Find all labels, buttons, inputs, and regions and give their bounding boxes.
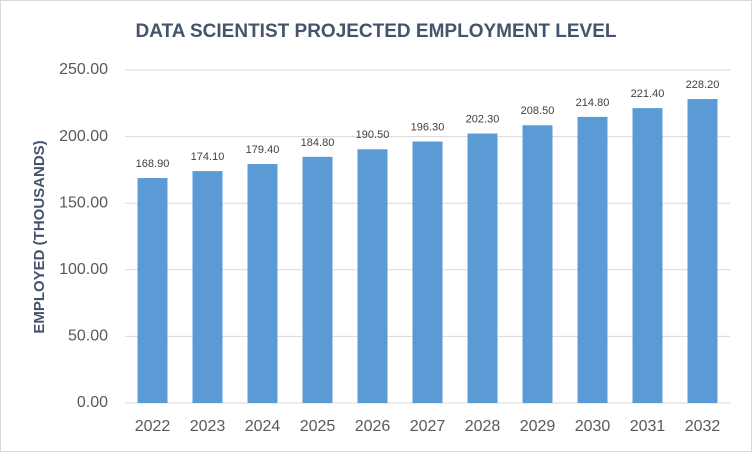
data-label: 202.30 bbox=[466, 113, 500, 125]
data-label: 214.80 bbox=[576, 97, 610, 109]
bar bbox=[137, 178, 168, 403]
y-tick-label: 0.00 bbox=[77, 394, 108, 411]
data-label: 190.50 bbox=[356, 129, 390, 141]
x-tick-label: 2024 bbox=[245, 418, 281, 435]
data-label: 179.40 bbox=[246, 144, 280, 156]
x-tick-label: 2025 bbox=[300, 418, 336, 435]
bar bbox=[632, 108, 663, 403]
data-label: 168.90 bbox=[136, 158, 170, 170]
x-tick-label: 2023 bbox=[190, 418, 226, 435]
bar bbox=[357, 149, 388, 403]
x-tick-label: 2031 bbox=[630, 418, 666, 435]
chart-title: DATA SCIENTIST PROJECTED EMPLOYMENT LEVE… bbox=[135, 21, 616, 42]
x-tick-label: 2022 bbox=[135, 418, 171, 435]
y-tick-label: 50.00 bbox=[68, 328, 108, 345]
x-tick-label: 2026 bbox=[355, 418, 391, 435]
x-tick-label: 2030 bbox=[575, 418, 611, 435]
bar bbox=[577, 116, 608, 403]
y-tick-label: 100.00 bbox=[59, 261, 108, 278]
bar bbox=[412, 141, 443, 404]
x-tick-label: 2029 bbox=[520, 418, 556, 435]
data-label: 228.20 bbox=[686, 79, 720, 91]
data-label: 221.40 bbox=[631, 88, 665, 100]
bar bbox=[687, 99, 718, 403]
y-tick-label: 250.00 bbox=[59, 61, 108, 78]
x-tick-label: 2027 bbox=[410, 418, 446, 435]
data-label: 208.50 bbox=[521, 105, 555, 117]
bar bbox=[522, 125, 553, 403]
bar bbox=[192, 171, 223, 403]
bar bbox=[302, 156, 333, 403]
y-tick-label: 150.00 bbox=[59, 194, 108, 211]
data-label: 174.10 bbox=[191, 151, 225, 163]
y-axis-title: EMPLOYED (THOUSANDS) bbox=[31, 140, 48, 333]
bar bbox=[247, 164, 278, 403]
x-tick-label: 2032 bbox=[685, 418, 721, 435]
bar bbox=[467, 133, 498, 403]
y-tick-label: 200.00 bbox=[59, 128, 108, 145]
data-label: 196.30 bbox=[411, 121, 445, 133]
data-label: 184.80 bbox=[301, 137, 335, 149]
x-tick-label: 2028 bbox=[465, 418, 501, 435]
